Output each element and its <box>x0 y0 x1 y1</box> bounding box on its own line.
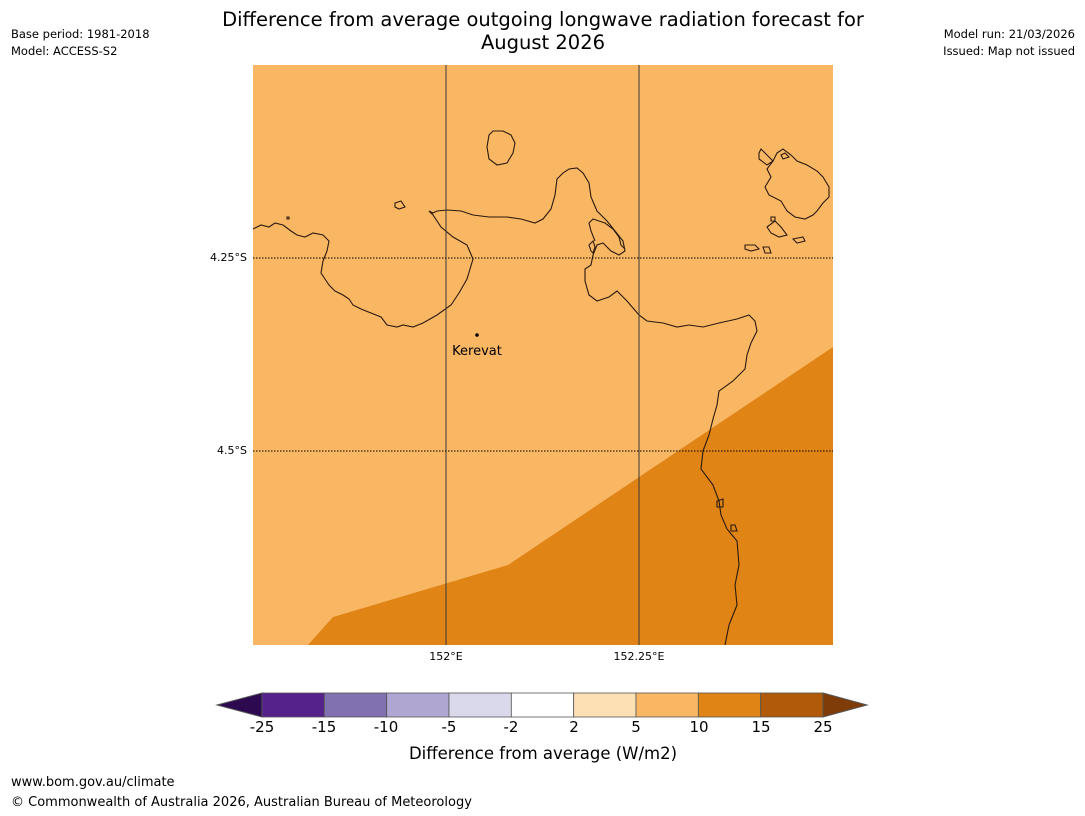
island-east-frag-d <box>762 246 772 254</box>
colorbar-cells <box>261 692 824 718</box>
coast-main-west <box>253 167 758 645</box>
colorbar-tick-label: 10 <box>689 718 709 736</box>
islet-west <box>394 200 406 210</box>
kerevat-marker[interactable] <box>475 333 479 337</box>
colorbar-cell <box>697 692 762 718</box>
footer-copyright: © Commonwealth of Australia 2026, Austra… <box>11 795 472 810</box>
kerevat-label: Kerevat <box>452 344 502 359</box>
colorbar-cell <box>448 692 512 718</box>
lon-label-152: 152°E <box>429 650 463 663</box>
meta-right: Model run: 21/03/2026 Issued: Map not is… <box>943 26 1075 60</box>
colorbar-cell <box>386 692 450 718</box>
colorbar-tick-label: 25 <box>813 718 833 736</box>
colorbar-cell <box>510 692 575 718</box>
coast-lagoon <box>588 239 596 255</box>
island-north <box>486 130 516 166</box>
lat-label-4-5: 4.5°S <box>217 444 247 457</box>
footer-url[interactable]: www.bom.gov.au/climate <box>11 775 175 790</box>
colorbar-cell <box>635 692 699 718</box>
island-east-frag-f <box>780 152 791 160</box>
colorbar-title: Difference from average (W/m2) <box>408 744 678 763</box>
colorbar-tick-label: 5 <box>631 718 641 736</box>
colorbar-tick-label: -5 <box>441 718 457 736</box>
colorbar-cell <box>573 692 637 718</box>
colorbar-cell <box>261 692 325 718</box>
meta-left: Base period: 1981-2018 Model: ACCESS-S2 <box>11 26 150 60</box>
base-period-text: Base period: 1981-2018 <box>11 27 150 41</box>
colorbar <box>215 692 869 718</box>
colorbar-tick-label: -15 <box>311 718 337 736</box>
island-east-frag-c <box>744 244 761 252</box>
islet-river-a <box>716 498 724 508</box>
colorbar-extend-low <box>215 692 263 718</box>
chart-title: Difference from average outgoing longwav… <box>193 8 893 54</box>
longitude-lines <box>445 65 640 645</box>
island-east-frag-g <box>770 216 776 222</box>
islet-river-b <box>730 524 738 532</box>
colorbar-tick-label: 2 <box>569 718 579 736</box>
issued-text: Issued: Map not issued <box>943 44 1075 58</box>
latitude-lines <box>253 257 833 452</box>
anomaly-band-10-15 <box>308 347 833 645</box>
island-east-main <box>764 148 830 220</box>
island-east-frag-a <box>758 148 774 166</box>
model-text: Model: ACCESS-S2 <box>11 44 118 58</box>
model-run-text: Model run: 21/03/2026 <box>943 27 1075 41</box>
colorbar-cell <box>760 692 824 718</box>
coast-bay-inner <box>588 218 626 250</box>
colorbar-tick-label: 15 <box>751 718 771 736</box>
colorbar-tick-label: -10 <box>373 718 399 736</box>
title-line-2: August 2026 <box>480 31 606 54</box>
islet-tiny-west <box>286 216 290 220</box>
colorbar-tick-label: -25 <box>249 718 275 736</box>
coastline <box>253 130 830 645</box>
colorbar-cell <box>323 692 388 718</box>
forecast-map[interactable]: Kerevat <box>253 65 833 645</box>
island-east-frag-b <box>766 220 788 238</box>
lon-label-152-25: 152.25°E <box>613 650 665 663</box>
lat-label-4-25: 4.25°S <box>210 251 247 264</box>
title-line-1: Difference from average outgoing longwav… <box>222 8 864 31</box>
colorbar-extend-high <box>822 692 869 718</box>
colorbar-tick-label: -2 <box>503 718 519 736</box>
island-east-frag-e <box>791 236 806 244</box>
